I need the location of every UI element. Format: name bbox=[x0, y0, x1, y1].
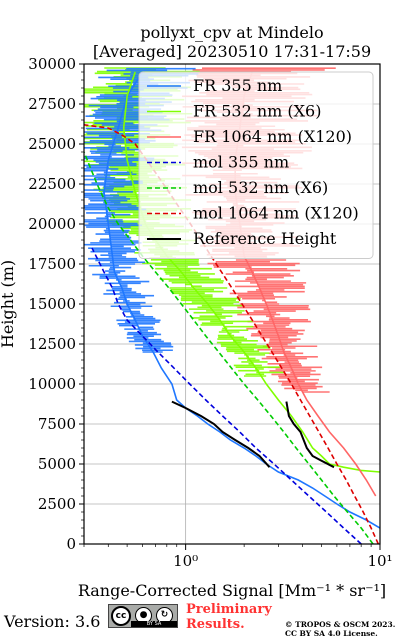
legend-label-mol-532-nm-x6: mol 532 nm (X6) bbox=[193, 178, 328, 197]
series-line-fr-532-nm-x6 bbox=[122, 71, 380, 473]
footer: Version: 3.6 cc ● ↻ BY SA Preliminary Re… bbox=[0, 600, 400, 640]
x-tick-label: 10⁰ bbox=[173, 552, 198, 570]
axes-ticks: 0 2500 5000 7500 10000 12500 15000 17500 20000 22… bbox=[28, 55, 392, 570]
cc-license-badge: cc ● ↻ BY SA bbox=[108, 604, 178, 628]
x-tick-label: 10¹ bbox=[367, 552, 392, 570]
series-line-mol-355-nm bbox=[91, 247, 362, 544]
license-strip: BY SA bbox=[131, 621, 177, 627]
series-line-reference-height bbox=[171, 400, 271, 468]
copyright-line-1: © TROPOS & OSCM 2023. bbox=[285, 620, 396, 629]
preliminary-line-2: Results. bbox=[186, 617, 245, 632]
series-line-reference-height bbox=[285, 401, 335, 469]
copyright-notice: © TROPOS & OSCM 2023. CC BY SA 4.0 Licen… bbox=[285, 620, 395, 638]
copyright-line-2: CC BY SA 4.0 License. bbox=[285, 629, 378, 638]
legend-label-mol-1064-nm-x120: mol 1064 nm (X120) bbox=[193, 204, 359, 223]
y-tick-label: 25000 bbox=[28, 135, 76, 153]
preliminary-notice: Preliminary Results. bbox=[186, 602, 272, 632]
x-axis-label: Range-Corrected Signal [Mm⁻¹ * sr⁻¹] bbox=[78, 581, 386, 600]
legend-label-mol-355-nm: mol 355 nm bbox=[193, 153, 289, 172]
preliminary-line-1: Preliminary bbox=[186, 602, 272, 617]
legend-label-fr-355-nm: FR 355 nm bbox=[193, 76, 282, 95]
y-tick-label: 22500 bbox=[28, 175, 76, 193]
y-tick-label: 10000 bbox=[28, 375, 76, 393]
version-label: Version: 3.6 bbox=[4, 612, 101, 631]
y-tick-label: 2500 bbox=[38, 495, 76, 513]
y-tick-label: 0 bbox=[66, 535, 76, 553]
legend-box bbox=[138, 71, 374, 259]
y-tick-label: 27500 bbox=[28, 95, 76, 113]
cc-icon: cc bbox=[111, 606, 131, 626]
profile-chart: pollyxt_cpv at Mindelo [Averaged] 202305… bbox=[0, 23, 393, 600]
y-tick-label: 30000 bbox=[28, 55, 76, 73]
series-layer bbox=[84, 71, 380, 544]
chart-subtitle: [Averaged] 20230510 17:31-17:59 bbox=[93, 42, 371, 61]
legend-label-reference-height: Reference Height bbox=[193, 229, 337, 248]
legend: FR 355 nm FR 532 nm (X6) FR 1064 nm (X120)… bbox=[138, 71, 374, 259]
y-axis-label: Height (m) bbox=[0, 260, 17, 348]
y-tick-label: 17500 bbox=[28, 255, 76, 273]
y-tick-label: 7500 bbox=[38, 415, 76, 433]
legend-label-fr-532-nm-x6: FR 532 nm (X6) bbox=[193, 102, 321, 121]
series-line-fr-355-nm bbox=[103, 71, 380, 529]
y-tick-label: 5000 bbox=[38, 455, 76, 473]
y-tick-label: 12500 bbox=[28, 335, 76, 353]
legend-label-fr-1064-nm-x120: FR 1064 nm (X120) bbox=[193, 127, 352, 146]
y-tick-label: 15000 bbox=[28, 295, 76, 313]
chart-title: pollyxt_cpv at Mindelo bbox=[140, 23, 323, 42]
y-tick-label: 20000 bbox=[28, 215, 76, 233]
series-line-mol-532-nm-x6 bbox=[84, 151, 374, 544]
